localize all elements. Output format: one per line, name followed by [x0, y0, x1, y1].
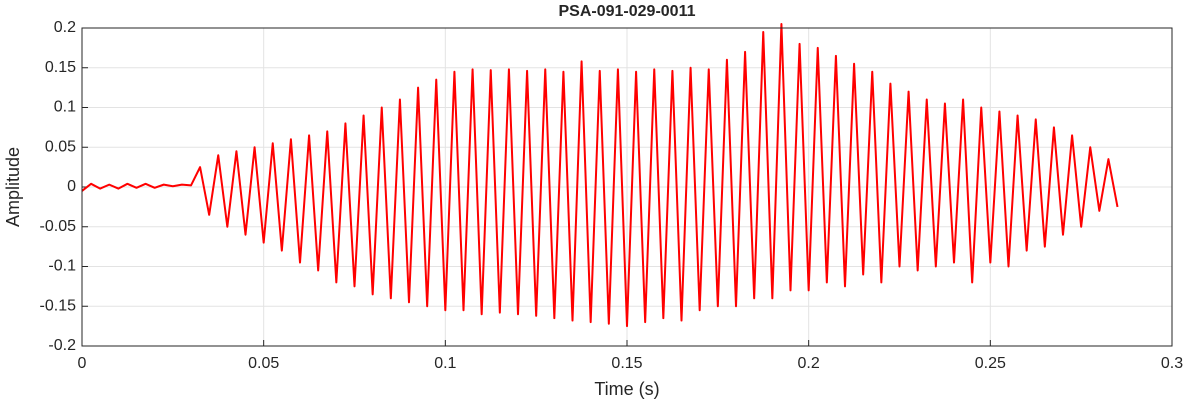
y-tick-label: 0.1: [54, 99, 76, 116]
x-tick-label: 0.05: [248, 355, 279, 372]
x-tick-label: 0.1: [434, 355, 456, 372]
chart-title: PSA-091-029-0011: [559, 3, 696, 20]
x-tick-label: 0.25: [975, 355, 1006, 372]
y-tick-label: 0.05: [45, 138, 76, 155]
data-line: [81, 23, 1119, 328]
y-tick-label: 0.15: [45, 59, 76, 76]
y-tick-label: -0.2: [48, 337, 76, 354]
y-axis-label: Amplitude: [3, 147, 23, 227]
y-tick-label: -0.05: [40, 218, 77, 235]
axes-box: [81, 27, 1173, 347]
y-tick-label: 0: [67, 178, 76, 195]
x-tick-label: 0: [78, 355, 87, 372]
y-tick-label: -0.15: [40, 297, 77, 314]
x-tick-label: 0.2: [798, 355, 820, 372]
x-tick-label: 0.3: [1161, 355, 1183, 372]
y-tick-label: 0.2: [54, 19, 76, 36]
x-tick-label: 0.15: [611, 355, 642, 372]
y-tick-label: -0.1: [48, 258, 76, 275]
x-axis-label: Time (s): [594, 379, 659, 399]
